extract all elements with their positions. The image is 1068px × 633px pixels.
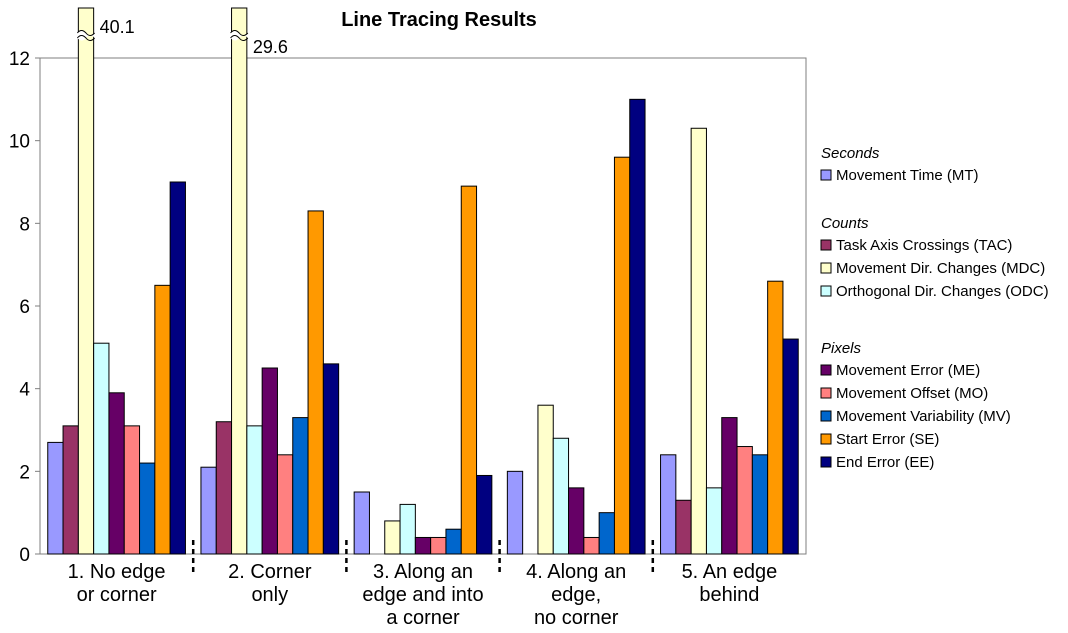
bar: [200, 466, 217, 555]
bar: [598, 512, 615, 555]
bar: [292, 417, 309, 555]
y-tick-label: 10: [9, 132, 30, 153]
x-tick-label: edge,: [551, 584, 601, 606]
x-tick-label: a corner: [386, 607, 460, 629]
legend-group-label: Seconds: [821, 145, 880, 162]
bar: [276, 454, 294, 555]
bar: [476, 474, 493, 555]
x-tick-label: 4. Along an: [526, 561, 626, 583]
bar: [736, 446, 753, 555]
legend-swatch: [820, 262, 832, 274]
bar: [353, 491, 370, 555]
chart-title: Line Tracing Results: [341, 9, 537, 31]
legend-swatch: [820, 410, 832, 422]
legend-entry: Movement Variability (MV): [836, 408, 1011, 425]
bar: [93, 342, 110, 555]
bars-layer: 40.1 29.6: [47, 7, 799, 555]
x-tick-label: 5. An edge: [682, 561, 778, 583]
y-tick-label: 0: [19, 545, 30, 566]
x-tick-label: edge and into: [362, 584, 483, 606]
bar: [506, 470, 524, 555]
legend-entry: Movement Time (MT): [836, 167, 979, 184]
legend-entry: Orthogonal Dir. Changes (ODC): [836, 283, 1049, 300]
bar: [123, 425, 141, 555]
bar: [169, 181, 186, 555]
legend-swatch: [820, 239, 832, 251]
legend-swatch: [820, 433, 832, 445]
bar: [231, 7, 248, 555]
legend-swatch: [820, 169, 832, 181]
x-tick-label: or corner: [77, 584, 157, 606]
axis-break-gap: [230, 30, 248, 41]
data-label: 29.6: [253, 37, 288, 57]
x-tick-label: behind: [699, 584, 759, 606]
y-tick-label: 2: [19, 462, 30, 483]
legend-group-label: Counts: [821, 215, 869, 232]
bar: [414, 536, 432, 555]
bar: [384, 520, 401, 555]
x-tick-label: only: [251, 584, 288, 606]
legend-entry: Start Error (SE): [836, 431, 939, 448]
x-tick-label: 3. Along an: [373, 561, 473, 583]
bar: [246, 425, 263, 555]
legend-swatch: [820, 456, 832, 468]
bar: [445, 528, 462, 555]
x-tick-label: 1. No edge: [68, 561, 166, 583]
bar: [399, 503, 416, 555]
y-tick-label: 4: [19, 380, 30, 401]
bar: [537, 404, 554, 555]
axis-break-mark: [76, 35, 96, 41]
legend-swatch: [820, 364, 832, 376]
axis-break-mark: [230, 30, 249, 36]
y-tick-label: 6: [19, 297, 30, 318]
bar: [705, 487, 723, 555]
legend-entry: Task Axis Crossings (TAC): [836, 237, 1012, 254]
bar: [77, 7, 95, 555]
legend-entry: End Error (EE): [836, 454, 934, 471]
legend: Seconds Movement Time (MT) Counts Task Axis…: [820, 145, 1049, 471]
bar: [721, 417, 738, 555]
bar: [322, 363, 340, 555]
bar: [460, 185, 478, 555]
bar: [261, 367, 278, 555]
bar: [690, 127, 707, 555]
legend-entry: Movement Offset (MO): [836, 385, 988, 402]
legend-swatch: [820, 387, 832, 399]
data-label: 40.1: [100, 17, 135, 37]
y-tick-label: 12: [9, 49, 30, 70]
legend-swatch: [820, 285, 832, 297]
bar: [62, 425, 79, 555]
x-tick-label: no corner: [534, 607, 619, 629]
bar: [307, 210, 324, 555]
bar: [215, 421, 233, 555]
bar: [139, 462, 156, 555]
bar: [568, 487, 585, 555]
legend-group-label: Pixels: [821, 340, 862, 357]
y-tick-label: 8: [19, 214, 30, 235]
bar: [552, 437, 570, 555]
axis-break-mark: [76, 30, 96, 36]
bar: [660, 454, 677, 555]
bar: [613, 156, 631, 555]
axis-break-mark: [230, 35, 249, 41]
axis-break-gap: [77, 30, 95, 41]
x-tick-label: 2. Corner: [228, 561, 312, 583]
bar: [430, 536, 447, 555]
bar: [629, 98, 646, 555]
bar: [751, 454, 769, 555]
bar: [583, 536, 600, 555]
bar: [154, 284, 171, 555]
bar: [675, 499, 692, 555]
legend-entry: Movement Error (ME): [836, 362, 980, 379]
bar: [47, 441, 64, 555]
bar: [767, 280, 784, 555]
legend-entry: Movement Dir. Changes (MDC): [836, 260, 1045, 277]
bar: [108, 392, 125, 555]
bar: [782, 338, 799, 555]
